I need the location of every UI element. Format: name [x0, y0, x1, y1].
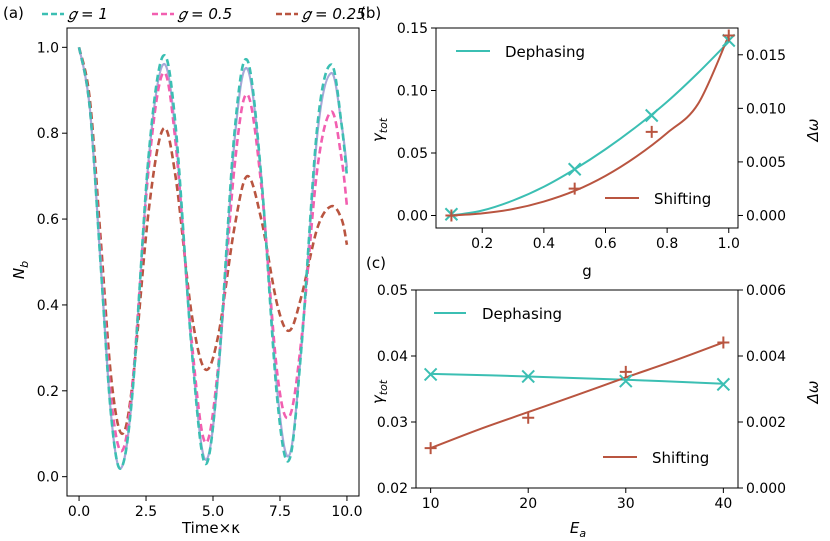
panel-c-ytick-right-label: 0.006: [746, 283, 786, 299]
panel-b-xtick-label: 0.2: [471, 236, 493, 252]
panel-c-dephasing-fit: [430, 372, 724, 385]
panel-c-ylabel-right: Δω: [804, 381, 822, 405]
panel-a-xtick-label: 0.0: [68, 504, 90, 520]
panel-c-ylabel: γtot: [369, 379, 390, 404]
panel-a-ytick-label: 0.0: [37, 470, 59, 486]
panel-b-legend-dephasing-label: Dephasing: [505, 43, 585, 61]
panel-a-ytick-label: 0.8: [37, 126, 59, 142]
panel-b-shifting-point: [645, 125, 658, 138]
series-a-g-1: [77, 47, 349, 470]
panel-c-dephasing-point: [619, 374, 633, 388]
panel-b-frame: [435, 27, 739, 229]
panel-b-xtick-label: 1.0: [718, 236, 740, 252]
panel-b-dephasing-point: [645, 108, 659, 123]
panel-c-xtick-label: 10: [422, 496, 440, 512]
panel-a-ytick-label: 1.0: [37, 40, 59, 56]
panel-a-xtick-label: 10.0: [331, 504, 362, 520]
panel-b-xtick-label: 0.4: [533, 236, 555, 252]
panel-c-ytick-right-label: 0.002: [746, 415, 786, 431]
panel-b-xtick-label: 0.8: [656, 236, 678, 252]
panel-a-plot: 0.0 2.5 5.0 7.5 10.0 0.0 0.2 0.4 0.6 0.8 1.0: [37, 27, 363, 520]
panel-b-ytick-label: 0.15: [397, 21, 428, 37]
legend-a-3-label: 𝑔 = 0.25: [301, 5, 366, 23]
panel-c-ytick-right-label: 0.000: [746, 481, 786, 497]
panel-b-ytick-right-label: 0.015: [746, 48, 786, 64]
panel-b-dephasing-point: [567, 162, 582, 176]
panel-c-shifting-point: [717, 336, 730, 349]
panel-b-dephasing-fit: [451, 41, 730, 217]
panel-b-ytick-right-label: 0.005: [746, 155, 786, 171]
series-a-g-0-25: [77, 47, 349, 436]
panel-c-ytick-label: 0.04: [377, 349, 408, 365]
panel-c-frame: [415, 289, 739, 489]
panel-a-ylabel: Nb: [10, 261, 31, 279]
legend-a-1-label: 𝑔 = 1: [67, 5, 108, 23]
panel-b-shifting-fit: [451, 35, 730, 217]
panel-b-xlabel: g: [582, 262, 592, 280]
panel-c-dephasing-point: [423, 367, 438, 382]
panel-a-xtick-label: 5.0: [202, 504, 224, 520]
panel-c-ytick-label: 0.02: [377, 481, 408, 497]
panel-a-label: (a): [3, 4, 24, 22]
panel-c-shifting-point: [522, 411, 535, 424]
panel-b-shifting-point: [722, 29, 735, 42]
panel-b-ytick-label: 0.05: [397, 146, 428, 162]
panel-b-legend-shifting-label: Shifting: [654, 190, 711, 208]
panel-b-shifting-point: [568, 182, 581, 195]
panel-c-dephasing-point: [521, 369, 535, 384]
panel-c-plot: 10 20 30 40 0.02 0.03 0.04 0.05 0.000 0.002 0.004 0…: [377, 283, 786, 512]
panel-b-label: (b): [360, 4, 381, 22]
panel-b-ytick-right-label: 0.010: [746, 101, 786, 117]
panel-c-xtick-label: 40: [714, 496, 732, 512]
panel-a-xtick-label: 2.5: [135, 504, 157, 520]
panel-a-xlabel: Time×κ: [181, 519, 240, 537]
panel-c-ytick-right-label: 0.004: [746, 349, 786, 365]
panel-c-legend-shifting-label: Shifting: [652, 449, 709, 467]
panel-b-xtick-label: 0.6: [594, 236, 616, 252]
panel-b-plot: 0.2 0.4 0.6 0.8 1.0 0.00 0.05 0.10 0.15 0.000 0.00…: [397, 21, 786, 252]
panel-a-ytick-label: 0.4: [37, 298, 59, 314]
panel-b-ytick-label: 0.00: [397, 209, 428, 225]
panel-a-ytick-label: 0.6: [37, 212, 59, 228]
panel-c-dephasing-point: [716, 377, 731, 392]
panel-a-xtick-label: 7.5: [269, 504, 291, 520]
panel-c-shifting-fit: [430, 341, 724, 450]
panel-a-legend: 𝑔 = 1 𝑔 = 0.5 𝑔 = 0.25: [42, 5, 366, 23]
panel-b-shifting-point: [445, 209, 458, 222]
panel-c-ytick-label: 0.03: [377, 415, 408, 431]
panel-b-ylabel-right: Δω: [804, 119, 822, 143]
panel-b-ytick-label: 0.10: [397, 84, 428, 100]
series-a-g-0-5: [77, 47, 349, 453]
panel-a-ytick-label: 0.2: [37, 384, 59, 400]
panel-c-xtick-label: 20: [519, 496, 537, 512]
panel-b-ytick-right-label: 0.000: [746, 208, 786, 224]
panel-c-ytick-label: 0.05: [377, 283, 408, 299]
panel-b-ylabel: γtot: [369, 117, 390, 142]
panel-c-xlabel: Ea: [570, 519, 586, 540]
panel-c-label: (c): [366, 254, 386, 272]
panel-c-shifting-point: [424, 442, 437, 455]
panel-c-xtick-label: 30: [617, 496, 635, 512]
panel-c-shifting-point: [619, 365, 632, 378]
legend-a-2-label: 𝑔 = 0.5: [177, 5, 232, 23]
panel-c-legend-dephasing-label: Dephasing: [482, 305, 562, 323]
